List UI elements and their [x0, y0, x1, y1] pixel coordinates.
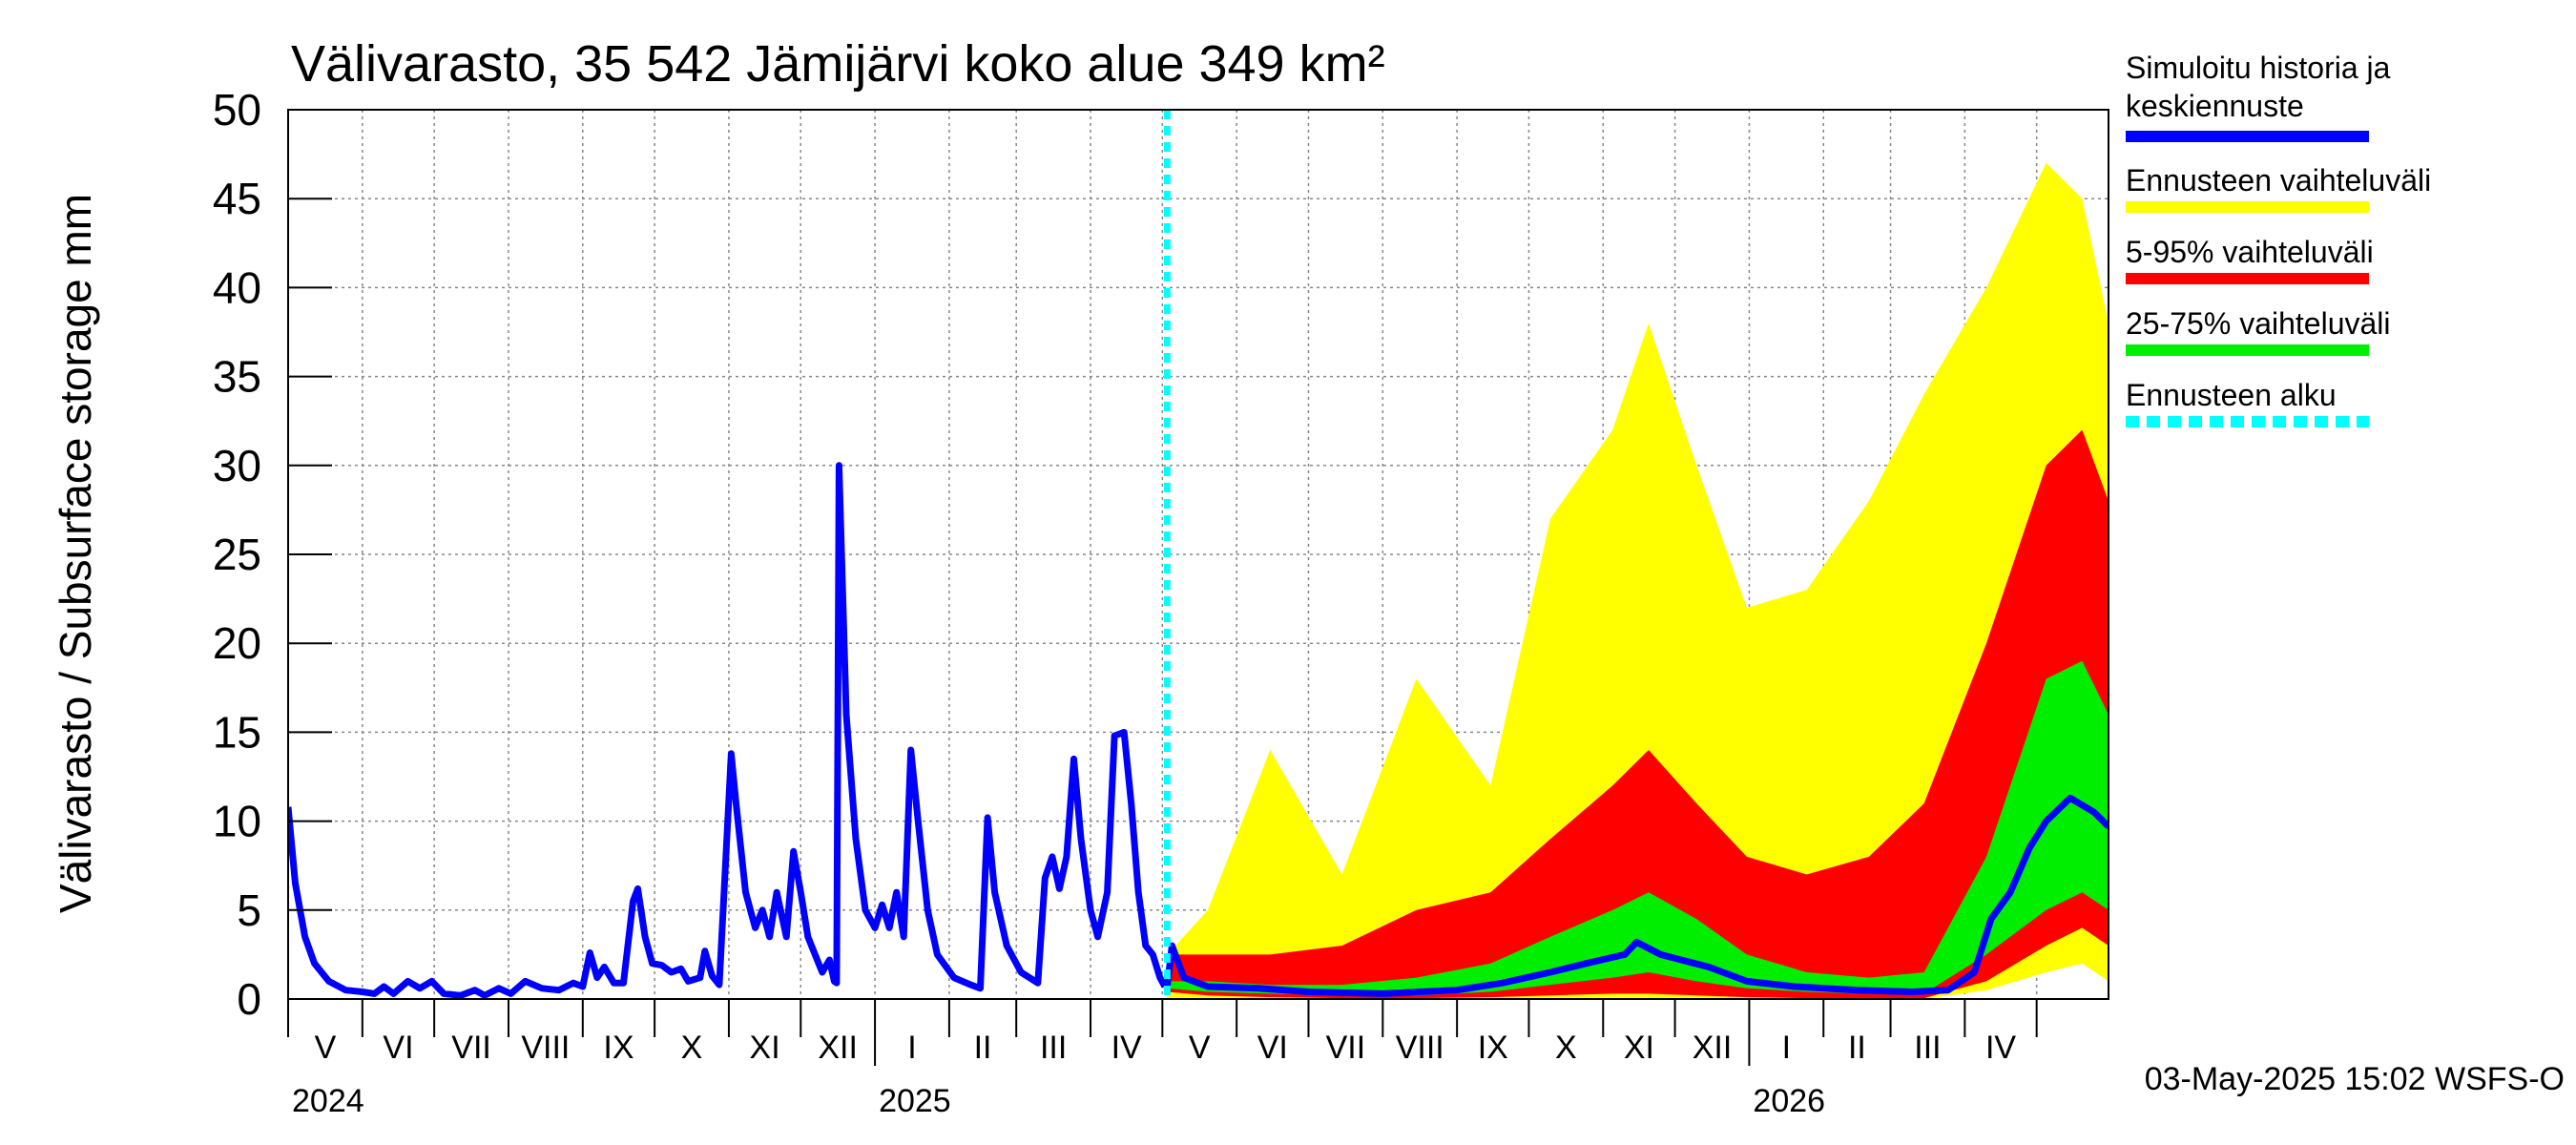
legend-label: Ennusteen vaihteluväli: [2126, 163, 2431, 198]
y-tick-label: 30: [213, 441, 261, 490]
y-tick-label: 5: [237, 885, 261, 935]
y-axis-label: Välivarasto / Subsurface storage mm: [51, 194, 100, 913]
y-tick-label: 10: [213, 797, 261, 846]
band-forecast-range: [1167, 162, 2109, 999]
x-month-label: III: [1914, 1030, 1941, 1066]
legend-label: 25-75% vaihteluväli: [2126, 306, 2391, 341]
forecast-bands: [1167, 162, 2109, 999]
x-month-label: IV: [1111, 1030, 1142, 1066]
x-month-label: I: [1782, 1030, 1791, 1066]
y-tick-label: 50: [213, 85, 261, 135]
x-month-label: II: [974, 1030, 992, 1066]
x-month-label: VI: [1257, 1030, 1288, 1066]
x-month-label: II: [1848, 1030, 1866, 1066]
x-month-label: X: [681, 1030, 703, 1066]
y-tick-label: 35: [213, 352, 261, 402]
x-month-label: XII: [818, 1030, 858, 1066]
legend-label: Simuloitu historia ja keskiennuste: [2126, 51, 2391, 123]
x-month-label: VII: [1326, 1030, 1366, 1066]
y-tick-label: 20: [213, 618, 261, 668]
y-tick-label: 45: [213, 174, 261, 223]
x-year-label: 2025: [879, 1083, 951, 1119]
legend-label: 5-95% vaihteluväli: [2126, 235, 2374, 269]
band-25-75: [1167, 660, 2109, 996]
x-month-label: V: [1189, 1030, 1211, 1066]
x-year-label: 2024: [292, 1083, 364, 1119]
x-month-label: I: [907, 1030, 916, 1066]
legend: Simuloitu historia ja keskiennuste Ennuste…: [2126, 51, 2431, 427]
x-axis: V VI VII VIII IX X XI XII I II III IV V VI VII VIII IX X X…: [287, 999, 2038, 1119]
history-line: [288, 462, 1168, 999]
y-tick-label: 25: [213, 530, 261, 579]
x-month-label: III: [1040, 1030, 1067, 1066]
legend-label: Ennusteen alku: [2126, 378, 2337, 412]
y-axis-ticks: 0 5 10 15 20 25 30 35 40 45 50: [213, 85, 332, 1024]
x-month-label: XI: [1624, 1030, 1654, 1066]
y-tick-label: 0: [237, 974, 261, 1024]
y-tick-label: 15: [213, 707, 261, 757]
y-tick-label: 40: [213, 262, 261, 312]
x-month-label: X: [1555, 1030, 1577, 1066]
x-month-label: IX: [603, 1030, 634, 1066]
x-month-label: VI: [383, 1030, 413, 1066]
forecast-median-line: [1163, 794, 2109, 997]
x-month-label: VIII: [521, 1030, 570, 1066]
x-month-label: VII: [451, 1030, 491, 1066]
chart-title: Välivarasto, 35 542 Jämijärvi koko alue …: [291, 35, 1385, 93]
x-month-label: IX: [1478, 1030, 1508, 1066]
x-month-label: XI: [750, 1030, 780, 1066]
series-lines: [288, 110, 2109, 999]
x-month-label: IV: [1985, 1030, 2016, 1066]
x-month-label: V: [315, 1030, 337, 1066]
x-month-label: XII: [1693, 1030, 1733, 1066]
x-year-label: 2026: [1753, 1083, 1825, 1119]
band-5-95: [1167, 429, 2109, 999]
footer-timestamp: 03-May-2025 15:02 WSFS-O: [2145, 1061, 2565, 1097]
x-month-label: VIII: [1396, 1030, 1444, 1066]
